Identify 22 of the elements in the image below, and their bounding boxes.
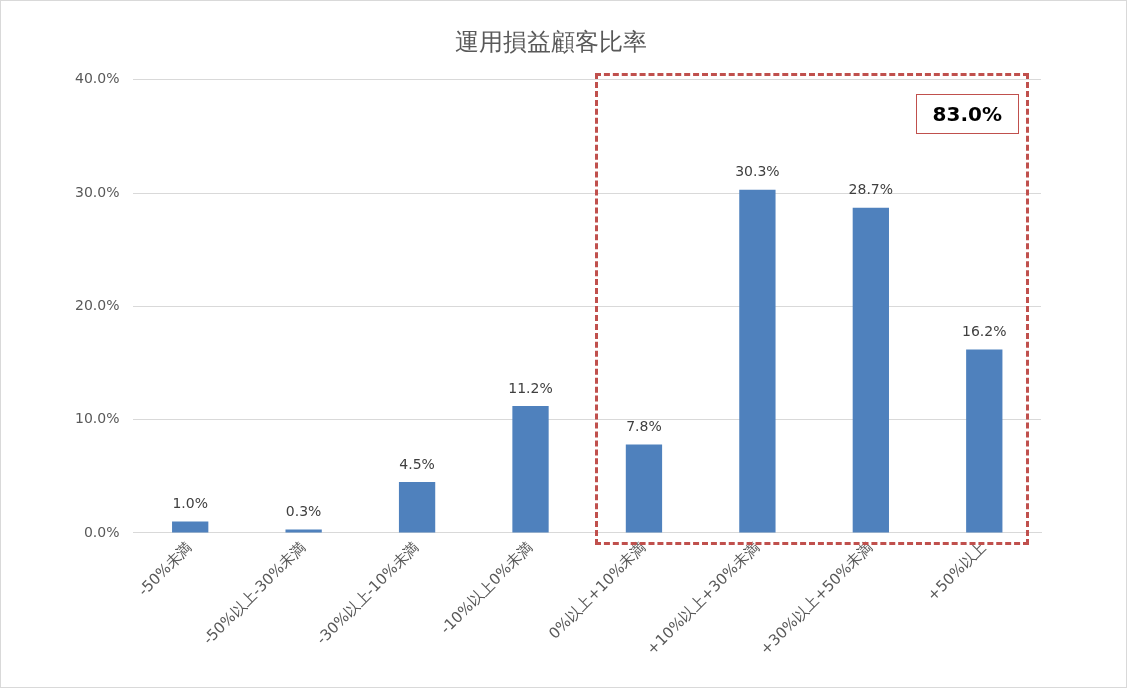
data-label: 16.2% [962, 323, 1007, 340]
y-tick-label: 20.0% [74, 297, 120, 313]
data-label: 7.8% [626, 418, 662, 435]
y-tick-label: 0.0% [83, 523, 120, 540]
data-label: 11.2% [508, 379, 553, 396]
data-label: 30.3% [735, 163, 780, 180]
chart-title: 運用損益顧客比率 [455, 27, 647, 56]
data-label: 28.7% [848, 181, 894, 198]
data-label: 1.0% [172, 495, 208, 512]
bar [966, 349, 1003, 533]
bar [739, 189, 776, 533]
bar [172, 521, 209, 533]
bar [852, 207, 889, 533]
data-label: 0.3% [285, 503, 322, 520]
annotation: 83.0% [915, 94, 1019, 134]
data-label: 4.5% [399, 455, 435, 472]
y-tick-label: 40.0% [74, 70, 120, 87]
bar [512, 406, 549, 533]
bar [398, 481, 436, 533]
bar [625, 444, 663, 533]
y-tick-label: 10.0% [74, 410, 120, 427]
y-tick-label: 30.0% [74, 183, 120, 200]
